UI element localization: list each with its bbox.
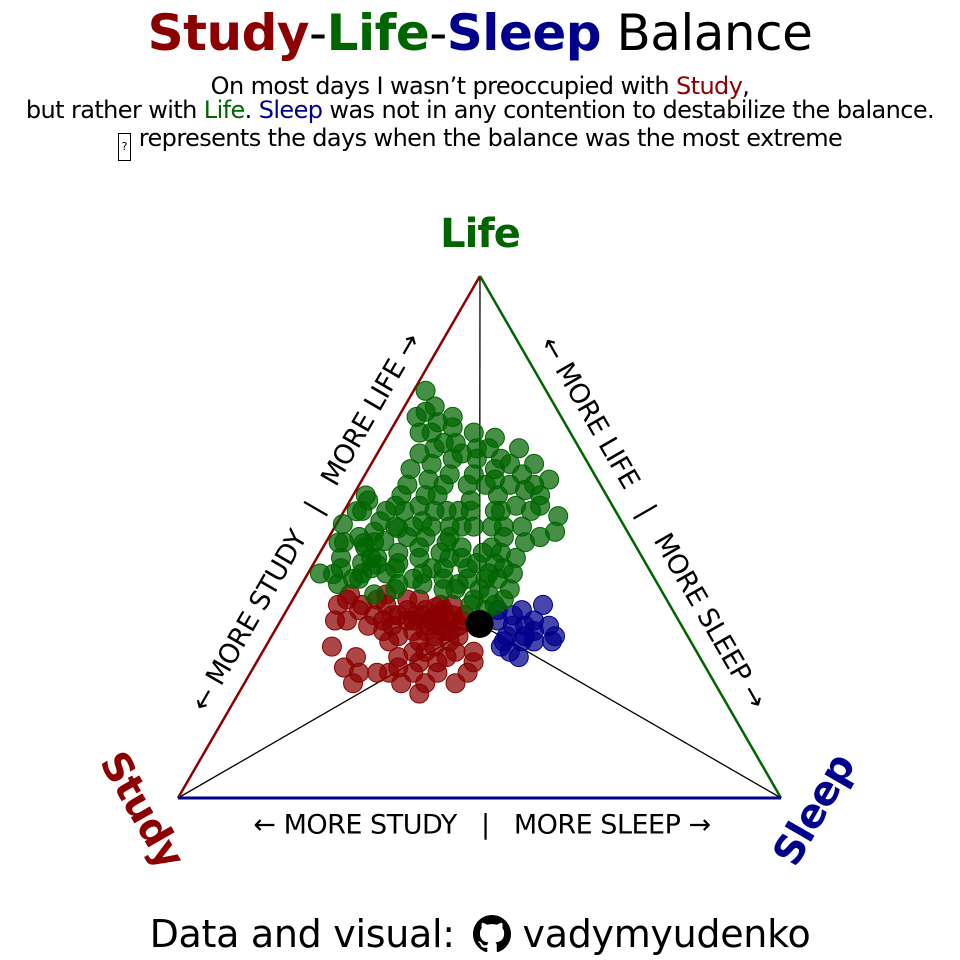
subtitle-text: was not in any contention to destabilize…	[322, 96, 935, 124]
data-point-life	[442, 406, 463, 427]
data-point-sleep	[523, 621, 544, 641]
subtitle-text: On most days I wasn’t preoccupied with	[210, 72, 676, 100]
subtitle-study: Study	[676, 72, 743, 100]
title-rest: Balance	[601, 4, 813, 62]
subtitle-line-3: ? represents the days when the balance wa…	[0, 125, 960, 161]
data-point-sleep	[533, 594, 553, 615]
edge-life-sleep	[478, 275, 783, 799]
data-point-life	[433, 433, 454, 453]
data-point-life	[355, 485, 376, 506]
data-point-sleep	[496, 626, 517, 647]
data-point-life	[436, 532, 457, 553]
edge-label-life-sleep: ← MORE LIFE | MORE SLEEP →	[533, 331, 772, 714]
data-point-study	[367, 662, 388, 683]
data-point-study	[321, 636, 342, 657]
data-point-life	[415, 380, 436, 401]
footer-handle: vadymyudenko	[522, 912, 811, 956]
data-point-sleep	[508, 647, 529, 668]
data-point-life	[388, 518, 409, 539]
subtitle-line-1: On most days I wasn’t preoccupied with S…	[0, 73, 960, 99]
title-sleep: Sleep	[446, 4, 602, 62]
subtitle-sleep: Sleep	[258, 96, 323, 124]
data-point-sleep	[511, 600, 532, 621]
title-sep-2: -	[429, 4, 447, 62]
subtitle-text: ,	[742, 72, 750, 100]
data-point-life	[433, 579, 454, 600]
data-point-life	[524, 474, 545, 495]
data-point-life	[409, 443, 430, 464]
data-point-study	[391, 673, 412, 694]
data-point-study	[325, 610, 345, 631]
data-point-life	[484, 427, 505, 448]
data-point-life	[364, 584, 385, 605]
data-point-life	[323, 564, 344, 585]
data-point-life	[493, 516, 514, 537]
data-point-life	[385, 579, 406, 600]
footer-credit: Data and visual: vadymyudenko	[0, 912, 960, 956]
subtitle-text: but rather with	[25, 96, 204, 124]
footer-text: Data and visual:	[149, 912, 467, 956]
data-point-study	[463, 641, 484, 662]
data-point-life	[328, 532, 349, 553]
chart-title: Study-Life-Sleep Balance	[0, 4, 960, 62]
data-point-study	[379, 631, 400, 652]
title-life: Life	[326, 4, 430, 62]
data-point-study	[349, 662, 369, 683]
data-point-life	[509, 438, 529, 459]
subtitle-text: .	[244, 96, 259, 124]
data-point-study	[409, 683, 430, 704]
title-study: Study	[147, 4, 310, 62]
data-point-life	[460, 500, 481, 521]
data-point-life	[436, 500, 457, 521]
data-point-life	[463, 422, 484, 443]
data-point-study	[439, 621, 460, 641]
data-point-life	[367, 554, 387, 575]
data-point-life	[515, 532, 535, 553]
data-point-life	[406, 406, 427, 427]
data-point-sleep	[545, 626, 565, 647]
subtitle-line-2: but rather with Life. Sleep was not in a…	[0, 97, 960, 123]
data-point-life	[374, 531, 395, 551]
github-icon	[472, 915, 511, 953]
title-sep-1: -	[309, 4, 327, 62]
balance-point	[465, 609, 494, 638]
data-point-life	[346, 501, 367, 522]
edge-label-study-sleep: ← MORE STUDY | MORE SLEEP →	[253, 810, 710, 841]
subtitle-life: Life	[203, 96, 245, 124]
data-point-life	[524, 453, 545, 474]
data-point-study	[445, 641, 466, 662]
subtitle-text: represents the days when the balance was…	[138, 124, 843, 152]
vertex-label-sleep: Sleep	[764, 746, 864, 873]
data-point-life	[353, 533, 374, 554]
data-point-life	[332, 514, 353, 535]
edge-study-life	[176, 275, 482, 799]
vertex-label-life: Life	[440, 211, 520, 257]
data-point-life	[451, 547, 472, 568]
missing-glyph-box: ?	[117, 133, 131, 161]
center-spoke-sleep	[479, 623, 782, 799]
vertex-label-study: Study	[90, 744, 193, 877]
